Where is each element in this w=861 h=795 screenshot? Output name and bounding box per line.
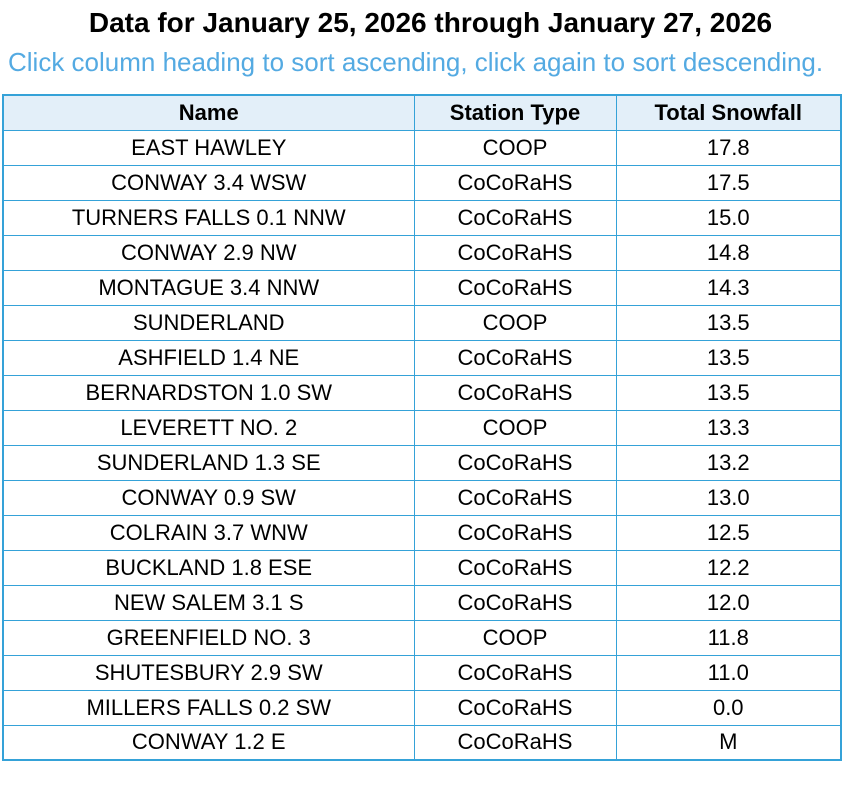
cell-name: SUNDERLAND 1.3 SE [2, 444, 415, 481]
table-row: ASHFIELD 1.4 NE CoCoRaHS 13.5 [2, 339, 842, 376]
cell-total-snowfall: 13.5 [615, 304, 842, 341]
table-row: CONWAY 1.2 E CoCoRaHS M [2, 724, 842, 761]
header-row: Name Station Type Total Snowfall [2, 94, 842, 131]
cell-total-snowfall: 12.5 [615, 514, 842, 551]
cell-total-snowfall: 11.0 [615, 654, 842, 691]
table-row: SUNDERLAND 1.3 SE CoCoRaHS 13.2 [2, 444, 842, 481]
cell-total-snowfall: 13.5 [615, 339, 842, 376]
table-row: CONWAY 3.4 WSW CoCoRaHS 17.5 [2, 164, 842, 201]
cell-total-snowfall: 14.3 [615, 269, 842, 306]
table-row: BUCKLAND 1.8 ESE CoCoRaHS 12.2 [2, 549, 842, 586]
table-row: TURNERS FALLS 0.1 NNW CoCoRaHS 15.0 [2, 199, 842, 236]
cell-name: CONWAY 0.9 SW [2, 479, 415, 516]
column-header-total-snowfall[interactable]: Total Snowfall [615, 94, 842, 131]
cell-total-snowfall: 17.8 [615, 129, 842, 166]
cell-station-type: CoCoRaHS [413, 584, 617, 621]
cell-name: BUCKLAND 1.8 ESE [2, 549, 415, 586]
table-row: CONWAY 2.9 NW CoCoRaHS 14.8 [2, 234, 842, 271]
cell-name: CONWAY 3.4 WSW [2, 164, 415, 201]
snowfall-report-page: Data for January 25, 2026 through Januar… [0, 7, 861, 761]
cell-total-snowfall: 13.3 [615, 409, 842, 446]
cell-station-type: CoCoRaHS [413, 444, 617, 481]
table-row: BERNARDSTON 1.0 SW CoCoRaHS 13.5 [2, 374, 842, 411]
sort-instructions: Click column heading to sort ascending, … [8, 47, 824, 77]
cell-name: NEW SALEM 3.1 S [2, 584, 415, 621]
column-header-station-type[interactable]: Station Type [413, 94, 617, 131]
cell-name: LEVERETT NO. 2 [2, 409, 415, 446]
table-body: EAST HAWLEY COOP 17.8 CONWAY 3.4 WSW CoCoRaH… [2, 129, 842, 761]
page-title: Data for January 25, 2026 through Januar… [88, 7, 773, 38]
cell-station-type: COOP [413, 619, 617, 656]
cell-total-snowfall: 14.8 [615, 234, 842, 271]
table-row: CONWAY 0.9 SW CoCoRaHS 13.0 [2, 479, 842, 516]
cell-name: SHUTESBURY 2.9 SW [2, 654, 415, 691]
cell-total-snowfall: 13.5 [615, 374, 842, 411]
column-header-name[interactable]: Name [2, 94, 415, 131]
cell-name: BERNARDSTON 1.0 SW [2, 374, 415, 411]
cell-name: MONTAGUE 3.4 NNW [2, 269, 415, 306]
cell-total-snowfall: 11.8 [615, 619, 842, 656]
cell-station-type: CoCoRaHS [413, 689, 617, 726]
cell-station-type: CoCoRaHS [413, 479, 617, 516]
cell-total-snowfall: M [615, 724, 842, 761]
table-row: MILLERS FALLS 0.2 SW CoCoRaHS 0.0 [2, 689, 842, 726]
table-row: MONTAGUE 3.4 NNW CoCoRaHS 14.3 [2, 269, 842, 306]
cell-station-type: COOP [413, 129, 617, 166]
table-row: GREENFIELD NO. 3 COOP 11.8 [2, 619, 842, 656]
cell-station-type: CoCoRaHS [413, 654, 617, 691]
cell-name: EAST HAWLEY [2, 129, 415, 166]
cell-name: TURNERS FALLS 0.1 NNW [2, 199, 415, 236]
table-row: SUNDERLAND COOP 13.5 [2, 304, 842, 341]
cell-station-type: COOP [413, 409, 617, 446]
cell-total-snowfall: 13.2 [615, 444, 842, 481]
cell-name: CONWAY 1.2 E [2, 724, 415, 761]
cell-station-type: CoCoRaHS [413, 164, 617, 201]
cell-name: SUNDERLAND [2, 304, 415, 341]
cell-total-snowfall: 13.0 [615, 479, 842, 516]
cell-station-type: CoCoRaHS [413, 199, 617, 236]
cell-total-snowfall: 15.0 [615, 199, 842, 236]
cell-station-type: CoCoRaHS [413, 269, 617, 306]
cell-station-type: CoCoRaHS [413, 374, 617, 411]
snowfall-table: Name Station Type Total Snowfall EAST HA… [2, 94, 842, 761]
cell-total-snowfall: 12.0 [615, 584, 842, 621]
table-row: COLRAIN 3.7 WNW CoCoRaHS 12.5 [2, 514, 842, 551]
cell-total-snowfall: 0.0 [615, 689, 842, 726]
cell-station-type: COOP [413, 304, 617, 341]
table-row: LEVERETT NO. 2 COOP 13.3 [2, 409, 842, 446]
cell-name: MILLERS FALLS 0.2 SW [2, 689, 415, 726]
cell-station-type: CoCoRaHS [413, 514, 617, 551]
cell-station-type: CoCoRaHS [413, 339, 617, 376]
table-row: SHUTESBURY 2.9 SW CoCoRaHS 11.0 [2, 654, 842, 691]
table-row: EAST HAWLEY COOP 17.8 [2, 129, 842, 166]
cell-name: ASHFIELD 1.4 NE [2, 339, 415, 376]
cell-station-type: CoCoRaHS [413, 724, 617, 761]
cell-name: GREENFIELD NO. 3 [2, 619, 415, 656]
cell-station-type: CoCoRaHS [413, 234, 617, 271]
cell-name: COLRAIN 3.7 WNW [2, 514, 415, 551]
cell-total-snowfall: 12.2 [615, 549, 842, 586]
cell-name: CONWAY 2.9 NW [2, 234, 415, 271]
cell-station-type: CoCoRaHS [413, 549, 617, 586]
cell-total-snowfall: 17.5 [615, 164, 842, 201]
table-row: NEW SALEM 3.1 S CoCoRaHS 12.0 [2, 584, 842, 621]
